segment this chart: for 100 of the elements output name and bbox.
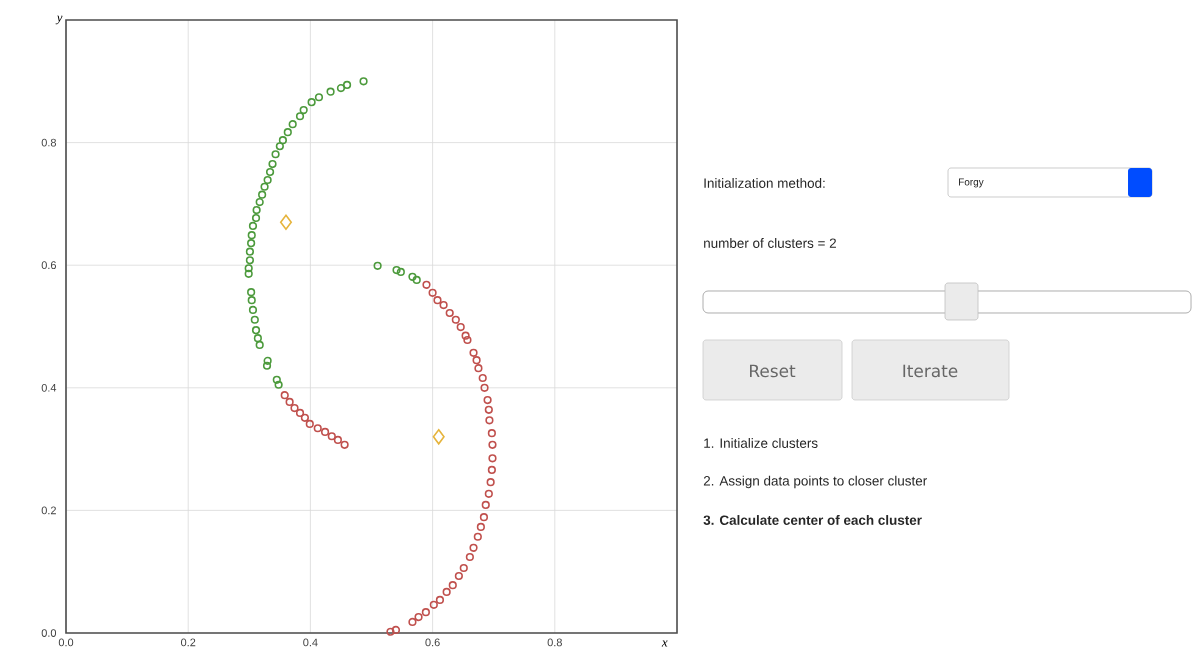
point bbox=[263, 175, 272, 185]
point bbox=[442, 587, 451, 597]
point bbox=[469, 543, 478, 552]
text: Initialization method: bbox=[704, 178, 825, 188]
point bbox=[247, 288, 256, 297]
point bbox=[488, 440, 497, 449]
point bbox=[274, 380, 283, 389]
point bbox=[300, 413, 309, 422]
point bbox=[250, 315, 259, 324]
point bbox=[445, 308, 454, 318]
point bbox=[484, 405, 493, 414]
point bbox=[408, 617, 417, 627]
x-tick-label: 0.8 bbox=[547, 638, 562, 647]
point bbox=[320, 427, 330, 437]
y-tick-label: 0.8 bbox=[41, 138, 56, 147]
text: 1. Initialize clusters bbox=[704, 438, 818, 448]
point bbox=[342, 80, 352, 90]
point bbox=[251, 213, 261, 223]
point bbox=[480, 383, 489, 392]
point bbox=[258, 190, 267, 199]
y-tick-label: 0.6 bbox=[41, 261, 56, 270]
point bbox=[247, 239, 256, 248]
point bbox=[253, 334, 262, 343]
point bbox=[244, 264, 253, 273]
point bbox=[456, 323, 465, 332]
point bbox=[248, 221, 258, 231]
point bbox=[313, 424, 322, 433]
point bbox=[314, 93, 324, 102]
point bbox=[305, 419, 314, 429]
point bbox=[255, 197, 264, 207]
point bbox=[260, 182, 269, 191]
point bbox=[248, 305, 258, 315]
point bbox=[483, 395, 492, 405]
point bbox=[244, 269, 253, 278]
point bbox=[465, 552, 474, 562]
point bbox=[408, 272, 417, 281]
x-tick-label: 0.4 bbox=[303, 638, 318, 647]
y-tick-label: 0.2 bbox=[41, 506, 56, 515]
point bbox=[472, 356, 481, 365]
point bbox=[299, 106, 308, 115]
x-tick-label: 0.0 bbox=[58, 638, 74, 647]
point bbox=[485, 416, 494, 425]
point bbox=[479, 513, 489, 522]
point bbox=[290, 403, 299, 413]
point bbox=[263, 356, 272, 365]
point bbox=[252, 205, 261, 215]
point bbox=[488, 454, 497, 463]
point bbox=[396, 267, 405, 277]
x-axis-title: x bbox=[661, 640, 668, 647]
point bbox=[414, 612, 423, 622]
point bbox=[451, 315, 460, 324]
point bbox=[272, 375, 281, 384]
point bbox=[245, 247, 255, 256]
point bbox=[245, 256, 255, 265]
point bbox=[473, 532, 482, 541]
point bbox=[262, 361, 272, 370]
point bbox=[295, 408, 305, 418]
point bbox=[326, 87, 335, 96]
point bbox=[481, 500, 490, 509]
point bbox=[280, 391, 289, 400]
point bbox=[251, 326, 261, 335]
point bbox=[448, 581, 457, 590]
point bbox=[391, 625, 401, 635]
x-tick-label: 0.2 bbox=[181, 638, 196, 647]
point bbox=[474, 364, 483, 373]
point bbox=[295, 112, 305, 121]
point bbox=[476, 522, 485, 532]
point bbox=[487, 429, 496, 438]
point bbox=[247, 231, 256, 240]
point bbox=[359, 77, 368, 86]
point bbox=[487, 465, 496, 475]
point bbox=[484, 489, 493, 498]
y-tick-label: 0.0 bbox=[41, 629, 57, 637]
text: 3. Calculate center of each cluster bbox=[703, 515, 922, 525]
point bbox=[478, 373, 487, 383]
point bbox=[247, 296, 256, 305]
point bbox=[421, 608, 430, 617]
point bbox=[463, 335, 472, 345]
point bbox=[469, 348, 478, 357]
point bbox=[307, 98, 316, 107]
point bbox=[459, 563, 468, 573]
text: Forgy bbox=[959, 178, 984, 188]
point bbox=[333, 435, 342, 444]
point bbox=[265, 167, 275, 177]
y-tick-label: 0.4 bbox=[41, 383, 57, 392]
point bbox=[340, 440, 349, 449]
point bbox=[336, 83, 346, 93]
point bbox=[439, 300, 448, 310]
x-tick-label: 0.6 bbox=[425, 638, 440, 647]
point bbox=[433, 296, 442, 305]
text: Iterate bbox=[903, 364, 958, 378]
point bbox=[279, 214, 293, 231]
point bbox=[435, 595, 445, 604]
text: 2. Assign data points to closer cluster bbox=[703, 475, 927, 489]
point bbox=[429, 600, 438, 609]
point bbox=[386, 627, 395, 636]
point bbox=[428, 288, 437, 297]
point bbox=[432, 429, 445, 445]
point bbox=[392, 266, 401, 275]
text: Reset bbox=[750, 364, 796, 378]
